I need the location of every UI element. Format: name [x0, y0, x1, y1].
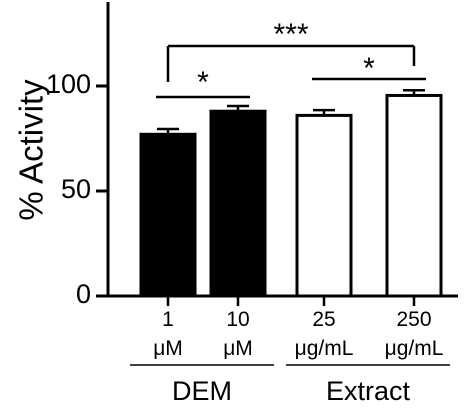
group-label: DEM [172, 376, 232, 406]
bar [385, 93, 443, 298]
x-tick-label-unit: μM [153, 337, 183, 360]
y-tick-label: 100 [46, 69, 91, 99]
x-tick-label-unit: μg/mL [295, 337, 354, 360]
x-tick-label-unit: μg/mL [385, 337, 444, 360]
x-tick-label: 25 [312, 308, 335, 331]
significance-label: * [363, 52, 375, 85]
x-tick-label: 250 [396, 308, 431, 331]
bar [139, 132, 197, 298]
y-tick-label: 50 [61, 174, 91, 204]
y-tick-label: 0 [76, 279, 91, 309]
significance-label: * [197, 66, 209, 99]
x-tick-label: 1 [162, 308, 174, 331]
x-tick-label-unit: μM [223, 337, 253, 360]
group-label: Extract [326, 376, 411, 406]
bar [209, 109, 267, 298]
y-axis-label: % Activity [13, 79, 50, 221]
significance-label: *** [273, 18, 308, 51]
bar [295, 113, 353, 298]
x-tick-label: 10 [226, 308, 249, 331]
